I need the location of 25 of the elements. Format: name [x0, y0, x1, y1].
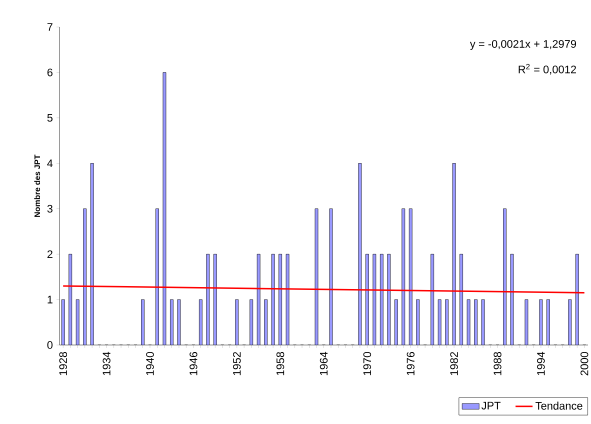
y-tick-label: 5 — [47, 114, 53, 122]
x-tick-label: 1952 — [233, 352, 241, 376]
y-tick-label: 4 — [47, 160, 53, 168]
x-tick-label: 1970 — [363, 352, 372, 376]
y-tick-label: 3 — [47, 204, 52, 213]
x-tick-label: 1988 — [494, 352, 502, 376]
x-tick-label: 1940 — [146, 352, 154, 376]
annotation: R$^{2}$ = 0,0012 — [518, 64, 576, 75]
y-tick-label: 2 — [47, 250, 52, 258]
y-tick-label: 1 — [48, 296, 52, 304]
y-tick-label: 0 — [47, 341, 53, 349]
x-tick-label: 1976 — [406, 352, 415, 376]
y-tick-label: 7 — [47, 23, 52, 31]
legend-label: Tendance — [536, 402, 582, 410]
annotation: y = -0,0021x + 1,2979 — [470, 40, 576, 50]
x-tick-label: 1928 — [59, 352, 67, 376]
y-tick-label: 6 — [47, 68, 52, 76]
x-tick-label: 2000 — [580, 352, 588, 376]
x-tick-label: 1946 — [190, 352, 198, 376]
x-tick-label: 1964 — [320, 352, 328, 376]
x-tick-label: 1934 — [102, 352, 110, 376]
x-tick-label: 1958 — [276, 352, 284, 376]
legend-label: JPT — [481, 402, 501, 410]
x-tick-label: 1994 — [537, 352, 545, 376]
x-tick-label: 1982 — [450, 352, 458, 376]
